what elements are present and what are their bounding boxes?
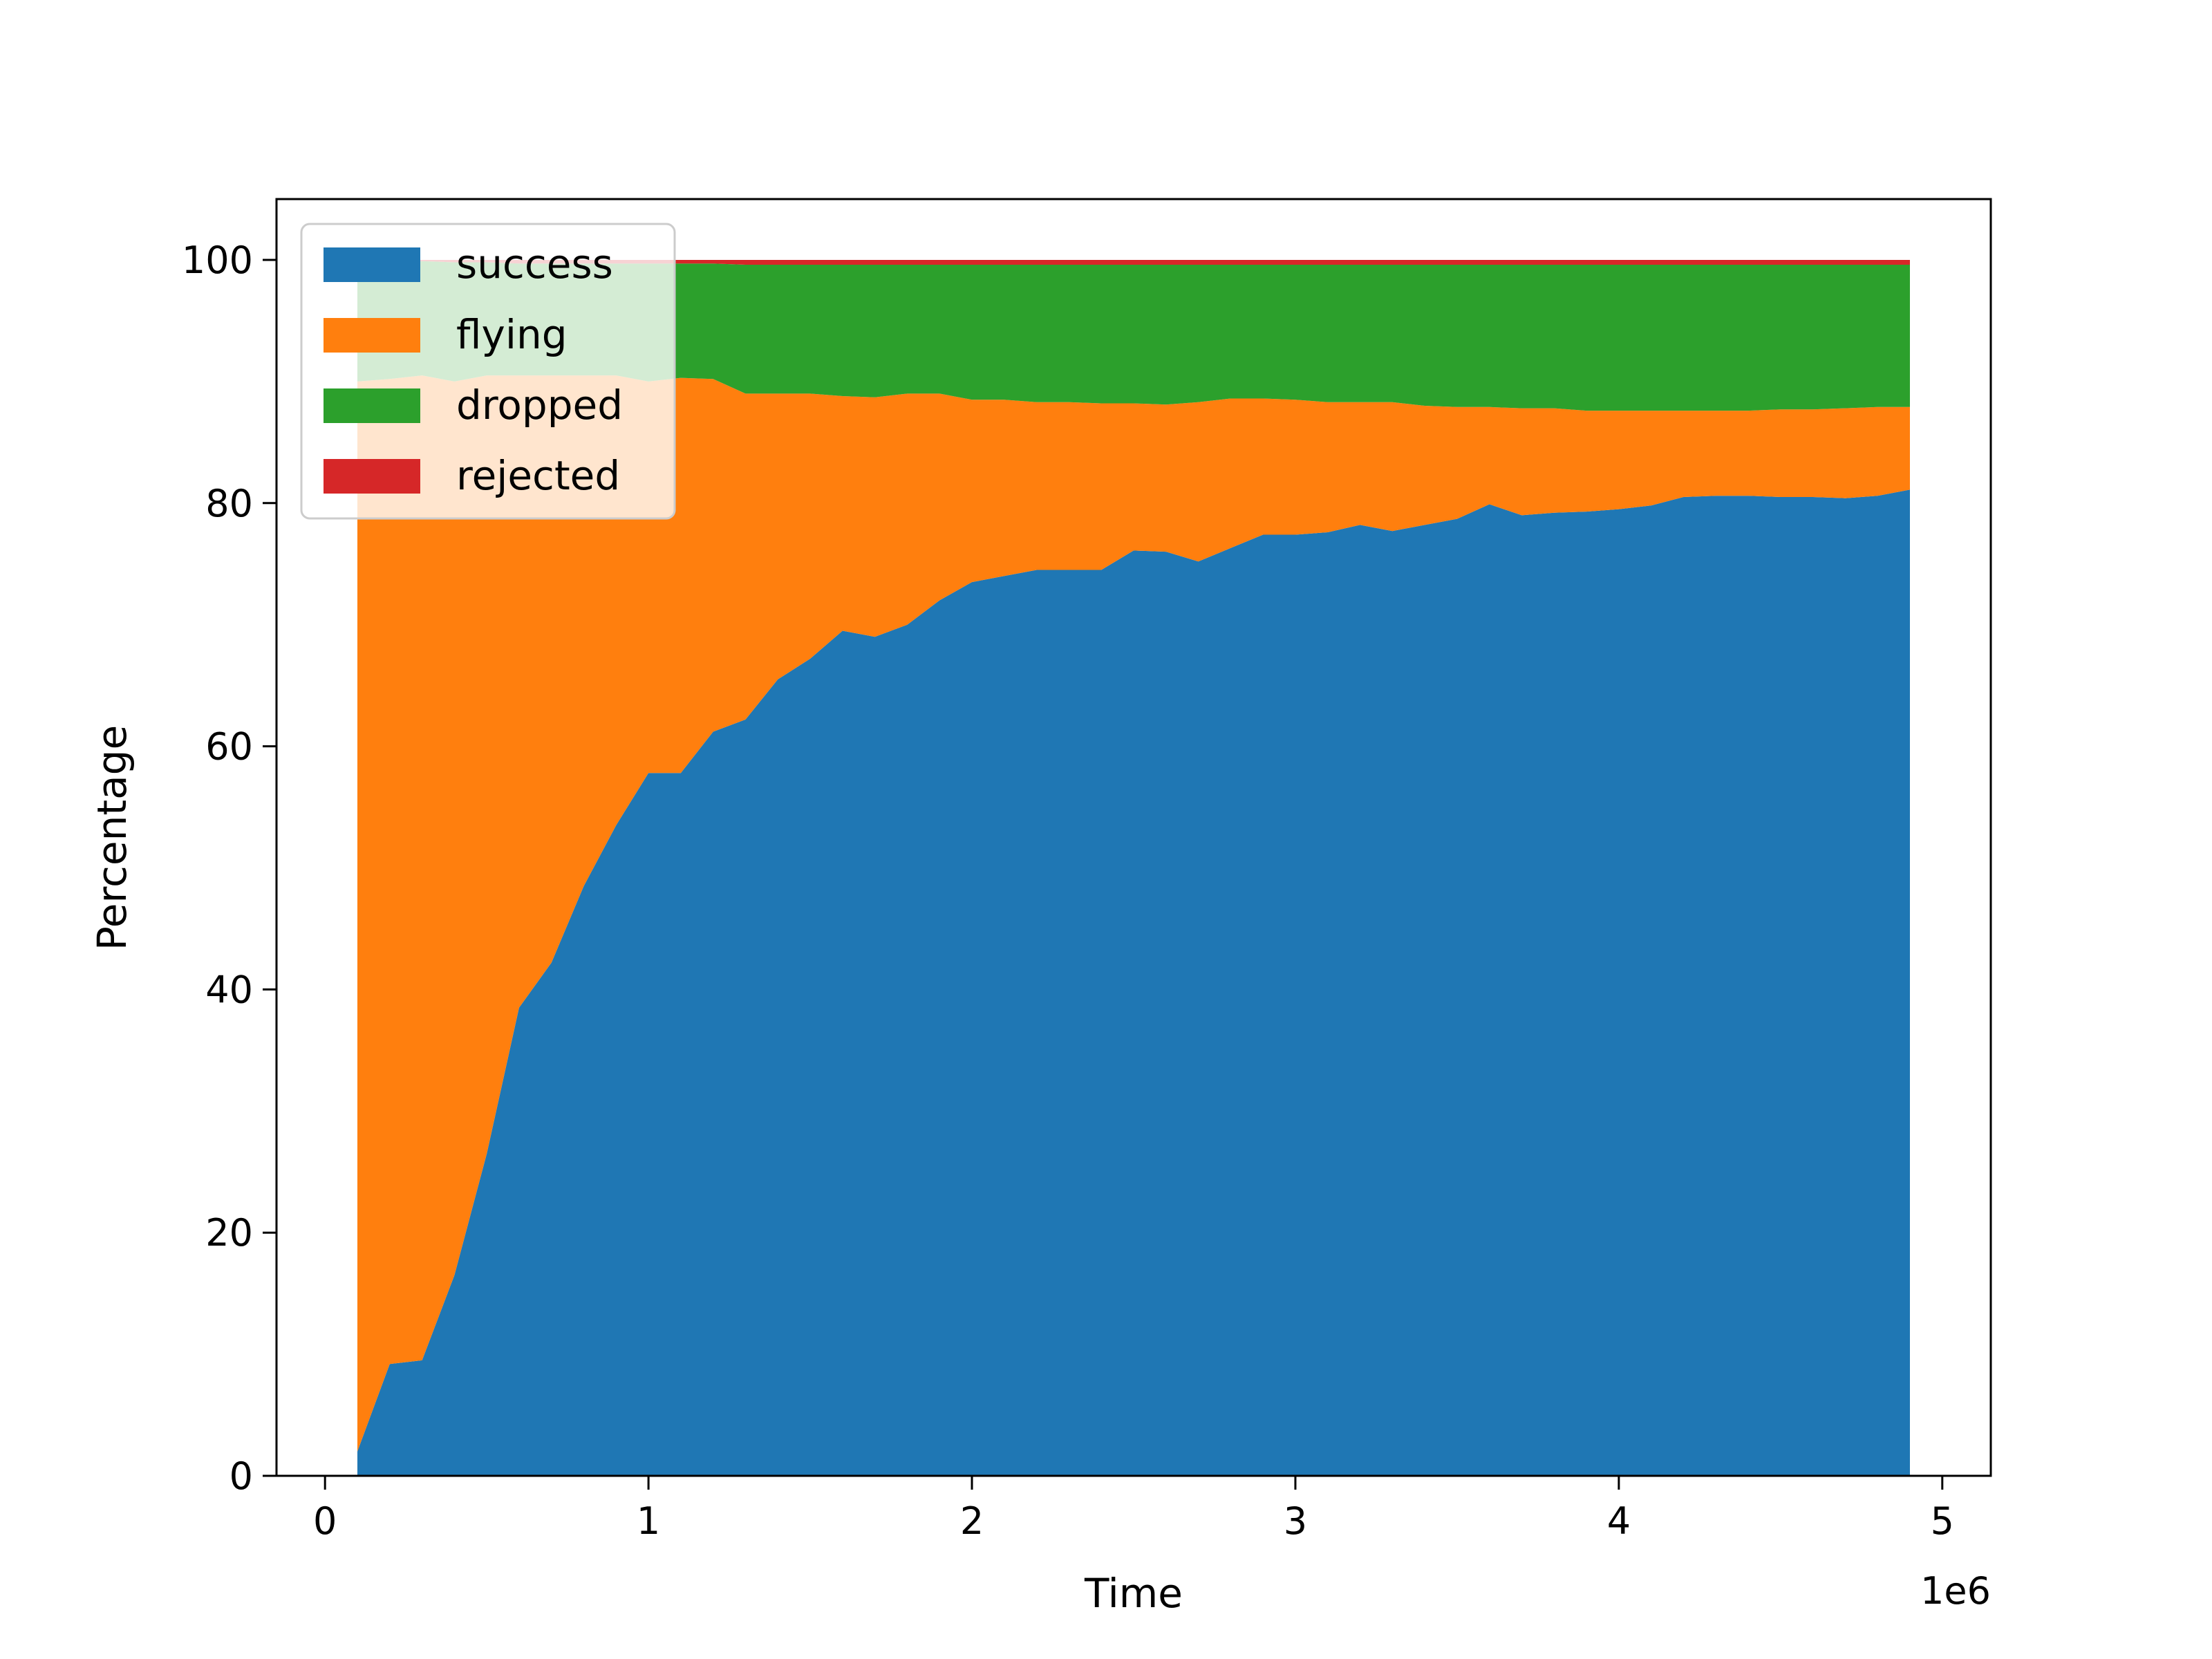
legend-label-success: success bbox=[456, 241, 613, 288]
y-tick-label: 20 bbox=[205, 1211, 253, 1255]
plot-frame bbox=[275, 198, 1992, 1477]
area-success bbox=[357, 489, 1910, 1476]
y-tick-label: 40 bbox=[205, 968, 253, 1011]
x-tick-label: 3 bbox=[1284, 1499, 1307, 1543]
y-tick-label: 80 bbox=[205, 482, 253, 525]
x-axis-ticks: 0 1 2 3 4 5 bbox=[313, 1476, 1954, 1543]
y-axis-label: Percentage bbox=[88, 725, 135, 950]
area-series-group bbox=[357, 260, 1910, 1476]
area-dropped bbox=[357, 260, 1910, 411]
legend-label-dropped: dropped bbox=[456, 382, 623, 429]
x-axis-offset-label: 1e6 bbox=[1920, 1569, 1991, 1613]
legend-swatch-success bbox=[324, 247, 420, 282]
legend: success flying dropped rejected bbox=[300, 223, 676, 520]
x-tick-label: 2 bbox=[960, 1499, 984, 1543]
x-axis-label: Time bbox=[1084, 1570, 1183, 1617]
area-flying bbox=[357, 375, 1910, 1452]
area-rejected bbox=[357, 260, 1910, 265]
x-tick-label: 0 bbox=[313, 1499, 337, 1543]
y-tick-label: 0 bbox=[229, 1454, 253, 1498]
legend-item-flying: flying bbox=[324, 311, 568, 358]
legend-label-flying: flying bbox=[456, 311, 568, 358]
x-tick-label: 5 bbox=[1931, 1499, 1954, 1543]
legend-item-rejected: rejected bbox=[324, 452, 620, 499]
legend-item-success: success bbox=[324, 241, 613, 288]
legend-swatch-dropped bbox=[324, 388, 420, 423]
x-tick-label: 4 bbox=[1607, 1499, 1631, 1543]
y-tick-label: 100 bbox=[182, 238, 253, 282]
legend-swatch-rejected bbox=[324, 459, 420, 494]
legend-label-rejected: rejected bbox=[456, 452, 620, 499]
y-tick-label: 60 bbox=[205, 725, 253, 769]
x-tick-label: 1 bbox=[637, 1499, 660, 1543]
y-axis-ticks: 0 20 40 60 80 100 bbox=[182, 238, 276, 1498]
legend-box bbox=[300, 223, 676, 520]
legend-swatch-flying bbox=[324, 318, 420, 353]
legend-item-dropped: dropped bbox=[324, 382, 623, 429]
